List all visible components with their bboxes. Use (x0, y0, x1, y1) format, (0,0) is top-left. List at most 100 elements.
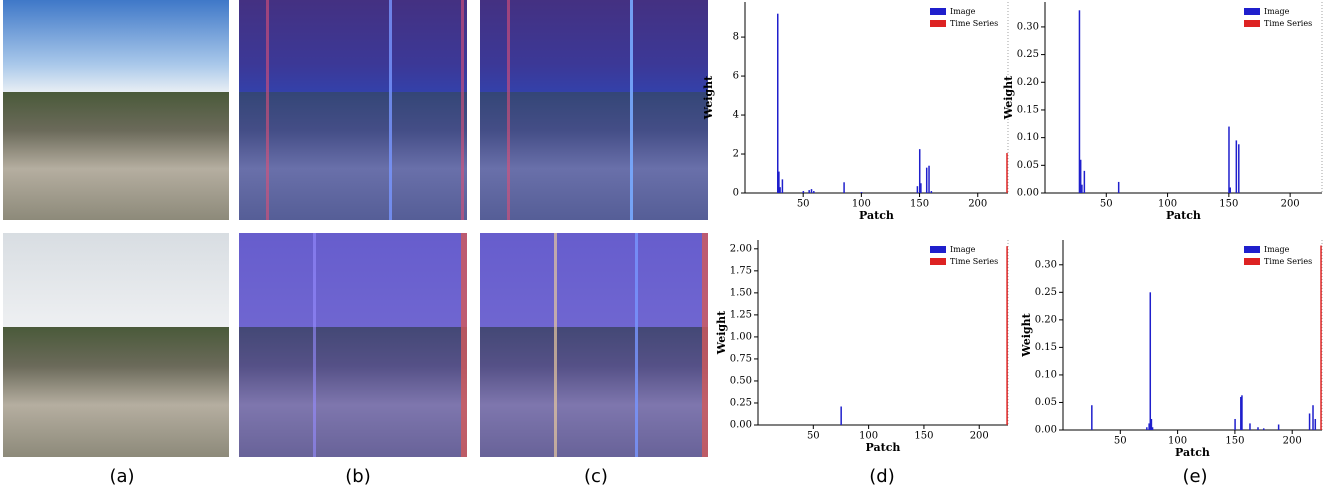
legend-swatch (1244, 20, 1260, 27)
bar (1150, 418, 1153, 430)
legend-label: Time Series (950, 257, 998, 266)
x-tick-label: 100 (1158, 199, 1177, 210)
bar (779, 187, 781, 193)
y-tick-label: 0.20 (1035, 314, 1057, 325)
y-tick-label: 2 (733, 149, 739, 160)
attention-overlay (239, 0, 467, 220)
bar (928, 165, 930, 193)
bar (1006, 246, 1008, 425)
bar (916, 186, 919, 193)
x-tick-label: 50 (807, 431, 820, 442)
x-tick-label: 150 (1219, 199, 1238, 210)
bar (1229, 187, 1231, 193)
y-tick-label: 0.25 (730, 397, 752, 408)
legend-swatch (1244, 8, 1260, 15)
bar (810, 189, 813, 193)
bar (1234, 418, 1236, 430)
y-tick-label: 0.00 (730, 420, 752, 431)
y-tick-label: 0.15 (1035, 342, 1057, 353)
x-tick-label: 200 (970, 431, 989, 442)
bar (860, 192, 863, 193)
x-tick-label: 200 (1281, 199, 1300, 210)
x-tick-label: 200 (968, 199, 987, 210)
x-tick-label: 150 (1225, 436, 1244, 447)
y-tick-label: 8 (733, 32, 739, 43)
legend-swatch (1244, 258, 1260, 265)
legend-label: Time Series (950, 19, 998, 28)
bar (1078, 10, 1081, 193)
y-tick-label: 0.00 (1035, 425, 1057, 436)
x-tick-label: 200 (1283, 436, 1302, 447)
bar (808, 190, 810, 193)
y-tick-label: 1.00 (730, 331, 752, 342)
bar (1241, 395, 1243, 430)
legend-label: Image (950, 7, 976, 16)
panel-label: (b) (345, 466, 371, 487)
panel-label: (e) (1182, 466, 1208, 487)
x-tick-label: 50 (1100, 199, 1113, 210)
legend-swatch (930, 20, 946, 27)
bar (1091, 405, 1093, 430)
bar (1314, 418, 1317, 430)
bar (930, 191, 933, 193)
attention-overlay (480, 0, 708, 220)
x-axis-label: Patch (1166, 209, 1201, 222)
y-tick-label: 0.25 (1035, 287, 1057, 298)
y-tick-label: 0.10 (1017, 132, 1039, 143)
bar (918, 149, 921, 193)
bar (840, 406, 842, 425)
bar (1117, 181, 1120, 193)
legend-label: Image (1264, 245, 1290, 254)
bar (920, 183, 922, 193)
bar (1262, 428, 1265, 430)
bar (781, 179, 784, 193)
legend-label: Image (1264, 7, 1290, 16)
y-tick-label: 2.00 (730, 243, 752, 254)
y-axis-label: Weight (702, 75, 715, 120)
bar (1146, 427, 1148, 430)
bar (1151, 427, 1154, 430)
y-tick-label: 0.10 (1035, 369, 1057, 380)
legend-swatch (1244, 246, 1260, 253)
y-tick-label: 0 (733, 188, 739, 199)
y-tick-label: 1.50 (730, 287, 752, 298)
x-tick-label: 100 (1168, 436, 1187, 447)
y-tick-label: 0.75 (730, 353, 752, 364)
y-tick-label: 0.00 (1017, 188, 1039, 199)
bar (777, 13, 779, 193)
x-tick-label: 50 (1114, 436, 1127, 447)
y-tick-label: 0.05 (1035, 397, 1057, 408)
bar (925, 167, 928, 193)
y-tick-label: 0.50 (730, 375, 752, 386)
bar (1238, 144, 1240, 193)
bar (778, 171, 780, 193)
panel-label: (a) (109, 466, 135, 487)
panel-label: (d) (869, 466, 895, 487)
bar (843, 182, 845, 193)
y-tick-label: 0.30 (1017, 21, 1039, 32)
x-tick-label: 50 (797, 199, 810, 210)
x-axis-label: Patch (866, 441, 901, 454)
y-tick-label: 0.30 (1035, 259, 1057, 270)
x-tick-label: 100 (852, 199, 871, 210)
y-tick-label: 6 (733, 71, 739, 82)
y-tick-label: 1.75 (730, 265, 752, 276)
attention-overlay (239, 233, 467, 457)
bar (802, 191, 805, 193)
x-tick-label: 150 (910, 199, 929, 210)
legend-swatch (930, 258, 946, 265)
y-axis-label: Weight (715, 310, 728, 355)
y-tick-label: 0.20 (1017, 77, 1039, 88)
y-axis-label: Weight (1020, 312, 1033, 357)
legend-label: Time Series (1264, 257, 1312, 266)
bar (813, 191, 815, 193)
bar (1006, 153, 1008, 193)
bar (1277, 424, 1280, 430)
y-tick-label: 0.25 (1017, 49, 1039, 60)
bar (1228, 126, 1230, 193)
x-tick-label: 100 (859, 431, 878, 442)
x-tick-label: 150 (914, 431, 933, 442)
attention-overlay (480, 233, 708, 457)
